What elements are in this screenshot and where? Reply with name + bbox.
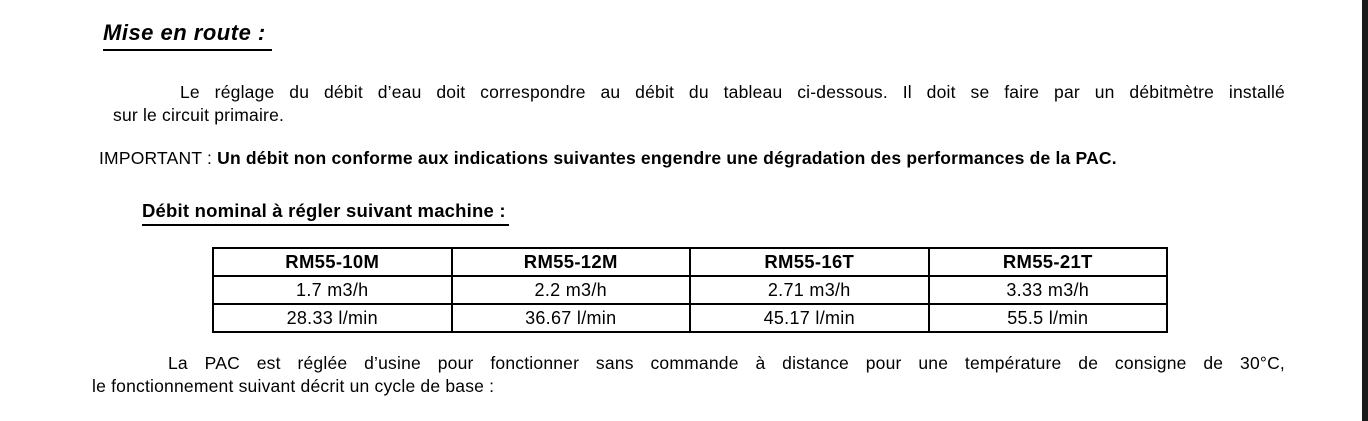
table-cell: 2.71 m3/h	[689, 275, 930, 305]
table-header-cell-rm55-10m: RM55-10M	[212, 247, 453, 277]
important-note-prefix: IMPORTANT :	[99, 148, 218, 168]
table-header-cell-rm55-21t: RM55-21T	[927, 247, 1168, 277]
table-cell: 28.33 l/min	[212, 303, 453, 333]
closing-paragraph-line-1: La PAC est réglée d’usine pour fonctionn…	[168, 353, 1285, 373]
intro-paragraph: Le réglage du débit d’eau doit correspon…	[92, 81, 1285, 127]
table-cell: 45.17 l/min	[689, 303, 930, 333]
table-header-row: RM55-10M RM55-12M RM55-16T RM55-21T	[212, 247, 1168, 277]
table-cell: 36.67 l/min	[450, 303, 691, 333]
nominal-flow-subheading: Débit nominal à régler suivant machine :	[142, 200, 509, 226]
table-cell: 2.2 m3/h	[450, 275, 691, 305]
intro-paragraph-line-2: sur le circuit primaire.	[113, 105, 285, 125]
important-note-text: Un débit non conforme aux indications su…	[217, 148, 1117, 168]
flow-rate-table: RM55-10M RM55-12M RM55-16T RM55-21T 1.7 …	[212, 247, 1168, 333]
closing-paragraph-line-2: le fonctionnement suivant décrit un cycl…	[92, 376, 495, 396]
table-header-cell-rm55-12m: RM55-12M	[450, 247, 691, 277]
table-row-lmin: 28.33 l/min 36.67 l/min 45.17 l/min 55.5…	[212, 303, 1168, 333]
table-cell: 3.33 m3/h	[927, 275, 1168, 305]
table-cell: 55.5 l/min	[927, 303, 1168, 333]
table-cell: 1.7 m3/h	[212, 275, 453, 305]
intro-paragraph-line-1: Le réglage du débit d’eau doit correspon…	[180, 82, 1285, 102]
table-header-cell-rm55-16t: RM55-16T	[689, 247, 930, 277]
important-note: IMPORTANT : Un débit non conforme aux in…	[99, 148, 1117, 169]
page-title: Mise en route :	[103, 20, 272, 51]
table-row-m3h: 1.7 m3/h 2.2 m3/h 2.71 m3/h 3.33 m3/h	[212, 275, 1168, 305]
closing-paragraph: La PAC est réglée d’usine pour fonctionn…	[92, 352, 1285, 398]
page-edge-bar	[1362, 0, 1368, 421]
